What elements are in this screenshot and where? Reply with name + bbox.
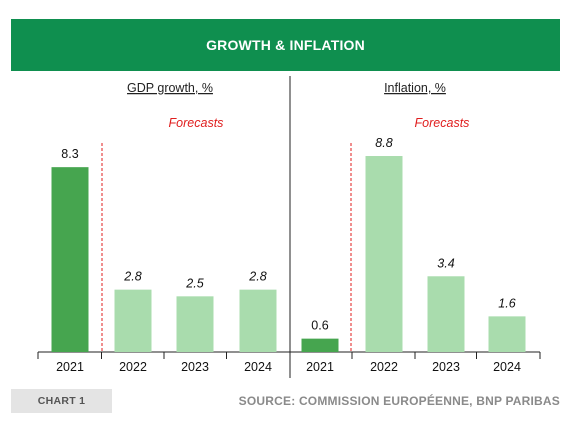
gdp-tick-label-2023: 2023 (181, 360, 209, 374)
chart-header-banner: GROWTH & INFLATION (11, 19, 560, 71)
source-note: SOURCE: COMMISSION EUROPÉENNE, BNP PARIB… (238, 394, 560, 408)
inflation-value-label-2023: 3.4 (437, 256, 454, 270)
gdp-bar-2024 (239, 289, 277, 352)
inflation-panel-title: Inflation, % (384, 81, 446, 95)
gdp-bar-2023 (176, 296, 214, 352)
chart-number-tag: CHART 1 (11, 389, 112, 413)
chart-number-label: CHART 1 (37, 395, 86, 407)
gdp-value-label-2023: 2.5 (185, 276, 203, 290)
inflation-value-label-2022: 8.8 (375, 136, 392, 150)
gdp-panel-title: GDP growth, % (127, 81, 213, 95)
gdp-bar-2022 (114, 289, 152, 352)
gdp-value-label-2024: 2.8 (248, 270, 266, 284)
chart-title: GROWTH & INFLATION (206, 37, 365, 53)
gdp-tick-label-2022: 2022 (119, 360, 147, 374)
inflation-tick-label-2021: 2021 (306, 360, 334, 374)
gdp-tick-label-2024: 2024 (244, 360, 272, 374)
inflation-bar-2022 (365, 156, 403, 352)
inflation-forecasts-label: Forecasts (415, 116, 470, 130)
inflation-value-label-2021: 0.6 (311, 319, 328, 333)
inflation-bar-2021 (301, 338, 339, 352)
inflation-bar-2023 (427, 276, 465, 352)
gdp-forecasts-label: Forecasts (169, 116, 224, 130)
gdp-value-label-2021: 8.3 (61, 147, 78, 161)
inflation-value-label-2024: 1.6 (498, 296, 515, 310)
inflation-tick-label-2024: 2024 (493, 360, 521, 374)
inflation-bar-2024 (488, 316, 526, 352)
gdp-tick-label-2021: 2021 (56, 360, 84, 374)
gdp-bar-2021 (51, 167, 89, 352)
inflation-tick-label-2023: 2023 (432, 360, 460, 374)
gdp-value-label-2022: 2.8 (123, 270, 141, 284)
inflation-tick-label-2022: 2022 (370, 360, 398, 374)
